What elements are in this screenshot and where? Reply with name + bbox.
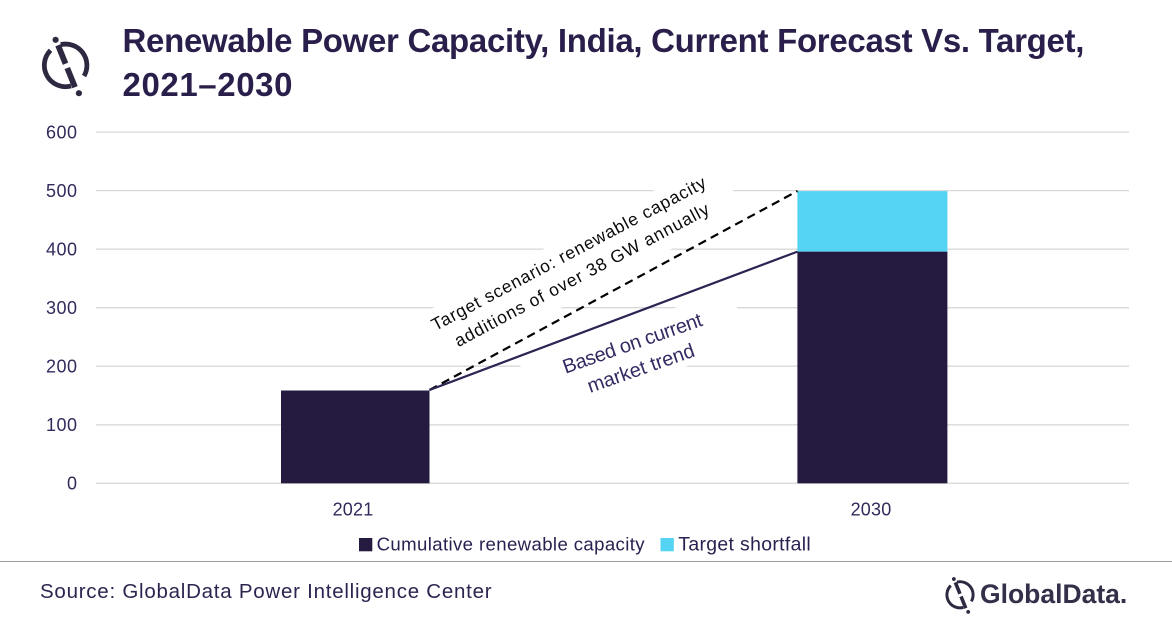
svg-text:2030: 2030: [851, 500, 892, 520]
svg-text:0: 0: [67, 474, 78, 494]
svg-text:Cumulative renewable capacity: Cumulative renewable capacity: [377, 534, 646, 555]
svg-text:400: 400: [46, 240, 78, 260]
svg-text:600: 600: [46, 122, 78, 142]
svg-text:Target scenario: renewable cap: Target scenario: renewable capacity: [428, 172, 710, 335]
svg-text:100: 100: [46, 415, 78, 435]
svg-text:200: 200: [46, 357, 78, 377]
svg-text:Target shortfall: Target shortfall: [678, 534, 811, 556]
svg-text:300: 300: [46, 298, 78, 318]
svg-text:500: 500: [46, 181, 78, 201]
svg-text:GlobalData.: GlobalData.: [980, 579, 1127, 609]
svg-text:2021: 2021: [333, 500, 374, 520]
